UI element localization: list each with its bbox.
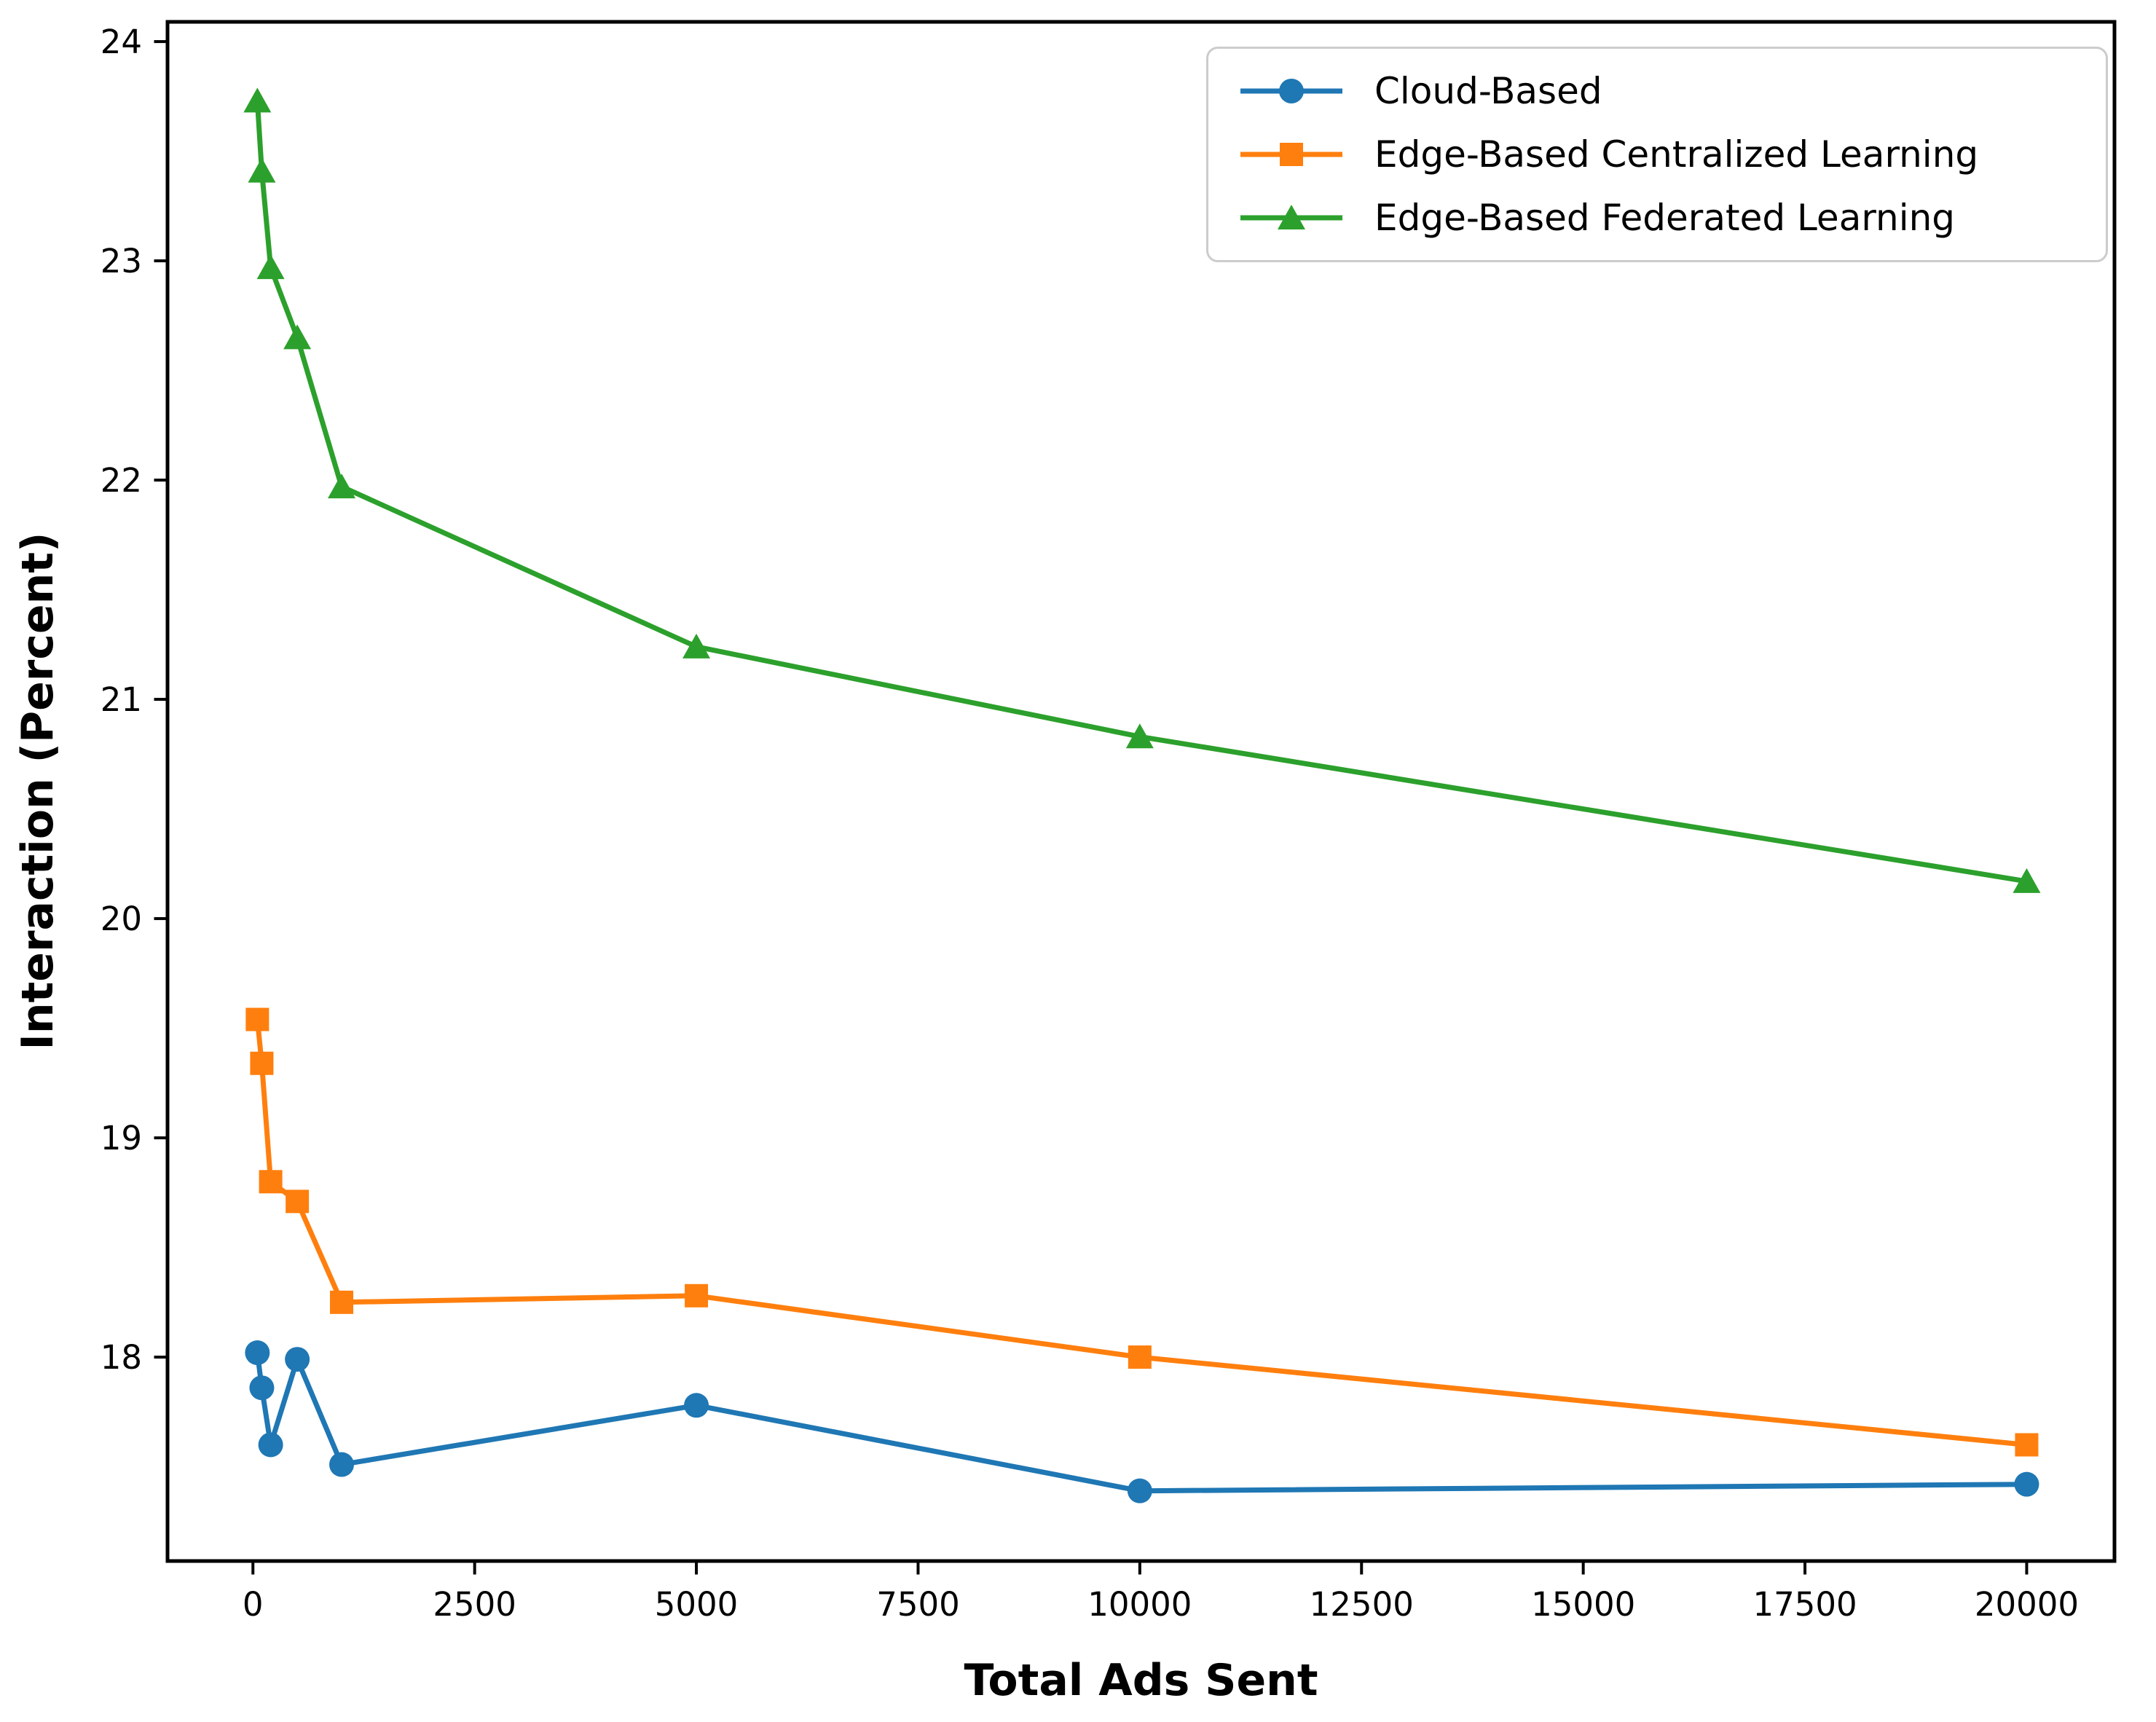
y-axis-title: Interaction (Percent)	[12, 532, 63, 1050]
edge-based-centralized-learning-line	[254, 1017, 2029, 1447]
cloud-based-point	[684, 1393, 709, 1418]
edge-based-centralized-learning-point	[1128, 1345, 1152, 1369]
legend: Cloud-Based Edge-Based Centralized Learn…	[1206, 47, 2108, 262]
edge-based-federated-learning-point	[2013, 868, 2041, 893]
edge-based-centralized-learning-point	[250, 1051, 274, 1075]
legend-item-edge-centralized: Edge-Based Centralized Learning	[1236, 133, 2091, 176]
cloud-based-point	[329, 1452, 355, 1477]
legend-item-edge-federated: Edge-Based Federated Learning	[1236, 197, 2091, 239]
x-tick-label: 5000	[655, 1585, 739, 1624]
x-tick-label: 12500	[1310, 1585, 1414, 1624]
y-tick-label: 23	[101, 242, 142, 280]
edge-based-centralized-learning-point	[286, 1190, 310, 1214]
y-tick-label: 21	[101, 680, 142, 719]
cloud-based-point	[285, 1347, 310, 1372]
x-tick-label: 7500	[876, 1585, 960, 1624]
x-tick-label: 10000	[1087, 1585, 1192, 1624]
y-tick-label: 24	[101, 23, 142, 61]
legend-label: Edge-Based Centralized Learning	[1374, 133, 1979, 176]
x-tick-label: 20000	[1975, 1585, 2079, 1624]
circle-marker-icon	[1240, 78, 1342, 103]
edge-based-centralized-learning-point	[2015, 1433, 2039, 1457]
x-tick-label: 2500	[433, 1585, 516, 1624]
y-tick-label: 18	[101, 1338, 142, 1377]
edge-based-federated-learning-point	[248, 157, 276, 183]
edge-based-federated-learning-line	[254, 98, 2029, 884]
edge-based-centralized-learning-point	[330, 1290, 354, 1314]
edge-based-federated-learning-point	[328, 473, 356, 499]
cloud-based-point	[245, 1340, 270, 1366]
triangle-marker-icon	[1240, 205, 1342, 230]
cloud-based-line	[254, 1350, 2029, 1494]
edge-based-centralized-learning-point	[245, 1007, 270, 1031]
x-tick-label: 17500	[1752, 1585, 1857, 1624]
edge-based-federated-learning-point	[682, 633, 711, 658]
edge-based-federated-learning-point	[243, 87, 272, 113]
cloud-based-point	[1127, 1478, 1152, 1503]
edge-based-centralized-learning-point	[685, 1283, 709, 1308]
edge-based-federated-learning-point	[283, 324, 312, 350]
cloud-based-point	[258, 1432, 283, 1458]
edge-based-federated-learning-point	[256, 254, 285, 280]
edge-based-federated-learning-point	[1125, 723, 1154, 749]
legend-item-cloud-based: Cloud-Based	[1236, 70, 2091, 112]
y-tick-label: 20	[101, 900, 142, 938]
edge-based-centralized-learning-point	[259, 1170, 283, 1194]
legend-label: Edge-Based Federated Learning	[1374, 197, 1956, 240]
y-tick-label: 22	[101, 461, 142, 500]
plot-border	[165, 20, 2117, 1563]
legend-label: Cloud-Based	[1374, 69, 1602, 112]
x-axis-title: Total Ads Sent	[964, 1655, 1318, 1706]
x-tick-label: 0	[243, 1585, 264, 1624]
x-tick-label: 15000	[1531, 1585, 1635, 1624]
cloud-based-point	[249, 1375, 275, 1401]
square-marker-icon	[1240, 142, 1342, 166]
cloud-based-point	[2014, 1471, 2039, 1497]
y-tick-label: 19	[101, 1119, 142, 1157]
